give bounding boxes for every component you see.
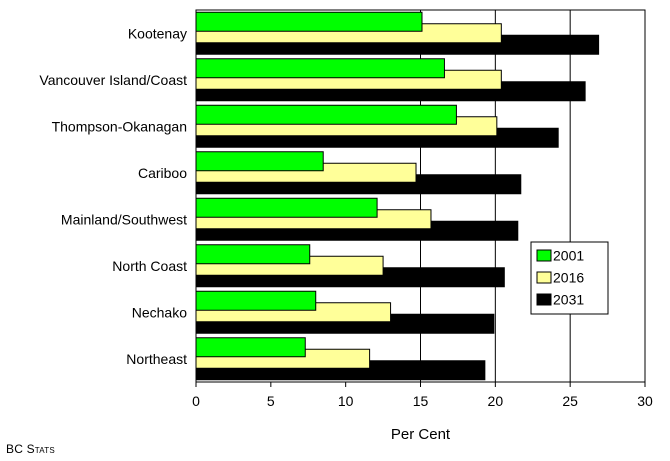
category-label: Mainland/Southwest bbox=[61, 211, 187, 227]
category-label: Cariboo bbox=[138, 165, 187, 181]
legend-label-2016: 2016 bbox=[553, 270, 584, 286]
legend-label-2001: 2001 bbox=[553, 248, 584, 264]
bar-2001-cariboo bbox=[195, 151, 324, 172]
bar-2001-north-coast bbox=[195, 244, 311, 265]
legend-swatch-2001 bbox=[536, 249, 552, 262]
legend: 2001 2016 2031 bbox=[530, 241, 609, 315]
legend-swatch-2031 bbox=[536, 293, 552, 306]
bar-2001-nechako bbox=[195, 290, 317, 311]
x-tick-label: 15 bbox=[413, 393, 429, 409]
bar-2001-vancouver-island-coast bbox=[195, 58, 445, 79]
category-label: Northeast bbox=[126, 351, 187, 367]
category-label: Thompson-Okanagan bbox=[52, 118, 187, 134]
category-label: Kootenay bbox=[128, 25, 187, 41]
x-tick-label: 25 bbox=[562, 393, 578, 409]
category-label: Vancouver Island/Coast bbox=[39, 72, 187, 88]
bar-2001-northeast bbox=[195, 337, 306, 358]
category-label: Nechako bbox=[132, 304, 187, 320]
x-tick-label: 10 bbox=[338, 393, 354, 409]
x-tick-label: 0 bbox=[192, 393, 200, 409]
legend-swatch-2016 bbox=[536, 271, 552, 284]
source-note: BC Stats bbox=[6, 442, 55, 456]
bar-2001-kootenay bbox=[195, 11, 423, 32]
x-tick-label: 20 bbox=[488, 393, 504, 409]
bar-2001-mainland-southwest bbox=[195, 197, 378, 218]
category-label: North Coast bbox=[112, 258, 187, 274]
bar-2001-thompson-okanagan bbox=[195, 104, 457, 125]
x-axis-title: Per Cent bbox=[391, 426, 451, 443]
x-tick-label: 5 bbox=[267, 393, 275, 409]
x-axis-ticks: 0 5 10 15 20 25 30 bbox=[192, 382, 653, 409]
category-labels: Kootenay Vancouver Island/Coast Thompson-O… bbox=[39, 25, 187, 367]
x-tick-label: 30 bbox=[637, 393, 653, 409]
bars bbox=[195, 11, 600, 381]
legend-label-2031: 2031 bbox=[553, 292, 584, 308]
